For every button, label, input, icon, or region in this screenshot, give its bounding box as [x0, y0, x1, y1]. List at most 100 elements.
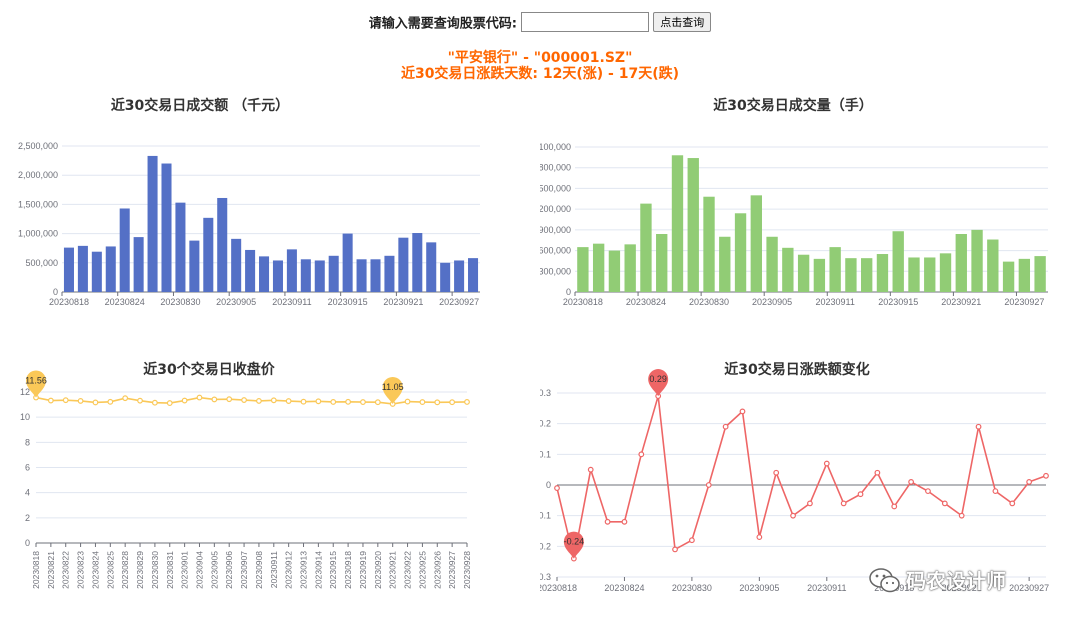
y-tick-label: 4 — [25, 488, 30, 498]
data-point — [166, 400, 173, 406]
x-tick-label: 20230920 — [373, 551, 383, 589]
y-tick-label: 900,000 — [540, 225, 571, 235]
y-tick-label: 0 — [566, 287, 571, 297]
data-point — [404, 398, 411, 405]
y-tick-label: 8 — [25, 437, 30, 447]
data-point — [604, 518, 611, 525]
bar — [845, 258, 857, 292]
y-tick-label: -0.1 — [540, 511, 551, 521]
bar — [245, 249, 256, 292]
stock-code-input[interactable] — [521, 12, 650, 32]
x-tick-label: 20230830 — [689, 297, 729, 307]
bar — [147, 155, 158, 292]
data-point — [739, 408, 746, 415]
x-tick-label: 20230914 — [313, 551, 323, 589]
data-point — [958, 512, 965, 519]
series-line — [556, 395, 1047, 559]
bar — [861, 258, 873, 292]
y-tick-label: 1,800,000 — [540, 163, 571, 173]
volume-bar-chart: 近30交易日成交量（手） 0 300,000 600,000 900,000 1,200,… — [540, 97, 1048, 307]
x-tick-label: 20230921 — [383, 297, 423, 307]
x-tick-label: 20230911 — [272, 297, 311, 307]
marker-label: 11.05 — [382, 382, 404, 392]
y-tick-label: 0.3 — [540, 388, 551, 398]
x-tick-label: 20230915 — [328, 297, 368, 307]
data-point — [374, 399, 381, 406]
y-tick-label: 500,000 — [25, 258, 58, 268]
data-point — [840, 500, 847, 507]
bar — [259, 256, 270, 292]
data-point — [360, 399, 366, 405]
x-tick-label: 20230907 — [239, 551, 249, 589]
x-tick-label: 20230927 — [1004, 297, 1044, 307]
watermark: 码农设计师 — [868, 562, 1068, 598]
max-min-marker — [382, 376, 403, 404]
x-tick-label: 20230824 — [626, 297, 666, 307]
data-point — [554, 485, 560, 491]
data-point — [151, 399, 158, 406]
up-down-days-line: 近30交易日涨跌天数: 12天(涨) - 17天(跌) — [400, 66, 680, 82]
y-tick-label: 2,000,000 — [18, 170, 58, 180]
y-tick-label: -0.2 — [540, 541, 551, 551]
bar — [342, 233, 353, 292]
y-tick-label: 6 — [25, 463, 30, 473]
amount-bar-chart: 近30交易日成交额 （千元） 0 500,000 1,000,000 1,500,000… — [18, 97, 480, 307]
x-tick-label: 20230823 — [76, 551, 86, 589]
y-tick-label: 2 — [25, 513, 30, 523]
x-tick-label: 20230905 — [216, 297, 256, 307]
bar — [412, 233, 423, 292]
bar — [356, 259, 367, 292]
data-point — [137, 397, 143, 404]
x-tick-label: 20230905 — [752, 297, 792, 307]
x-tick-label: 20230830 — [672, 583, 712, 593]
data-point — [226, 396, 233, 403]
data-point — [315, 398, 322, 405]
data-point — [1009, 500, 1016, 507]
data-point — [92, 399, 99, 406]
y-tick-label: 0 — [546, 480, 551, 490]
x-tick-label: 20230911 — [807, 583, 846, 593]
query-button[interactable]: 点击查询 — [653, 12, 712, 32]
data-point — [638, 451, 645, 458]
bar — [971, 229, 983, 292]
y-tick-label: 1,500,000 — [540, 183, 571, 193]
bar — [105, 246, 116, 292]
bar — [63, 247, 74, 292]
data-point — [672, 546, 678, 553]
y-tick-label: 10 — [20, 412, 30, 422]
bar — [300, 259, 311, 292]
marker-label: -0.24 — [564, 537, 585, 547]
bar — [91, 251, 102, 292]
data-point — [874, 469, 881, 476]
x-tick-label: 20230818 — [540, 583, 577, 593]
bar — [703, 196, 715, 292]
data-point — [77, 398, 84, 404]
data-point — [47, 397, 54, 404]
bar — [286, 249, 297, 292]
x-tick-label: 20230921 — [942, 583, 982, 593]
data-point — [823, 460, 830, 467]
bar — [734, 213, 747, 292]
close-price-line-chart: 近30个交易日收盘价 0 2 4 6 8 10 12 20230818 20230821 20230… — [20, 361, 472, 589]
x-tick-label: 20230927 — [439, 297, 479, 307]
bar — [231, 238, 242, 292]
data-point — [722, 423, 729, 430]
bar — [750, 195, 762, 292]
chart-title: 近30个交易日收盘价 — [143, 361, 275, 378]
x-tick-label: 20230918 — [343, 551, 353, 589]
bar — [939, 253, 952, 292]
data-point — [62, 397, 69, 404]
x-tick-label: 20230824 — [604, 583, 644, 593]
data-point — [992, 488, 999, 495]
y-tick-label: 0.2 — [540, 419, 551, 429]
x-tick-label: 20230818 — [31, 551, 41, 589]
data-point — [891, 503, 898, 510]
data-point — [285, 398, 292, 404]
data-point — [211, 396, 218, 403]
bar — [398, 237, 409, 292]
bar — [328, 255, 339, 292]
bar — [876, 254, 889, 292]
y-tick-label: 0 — [53, 287, 58, 297]
data-point — [181, 397, 188, 404]
bar — [203, 217, 214, 292]
